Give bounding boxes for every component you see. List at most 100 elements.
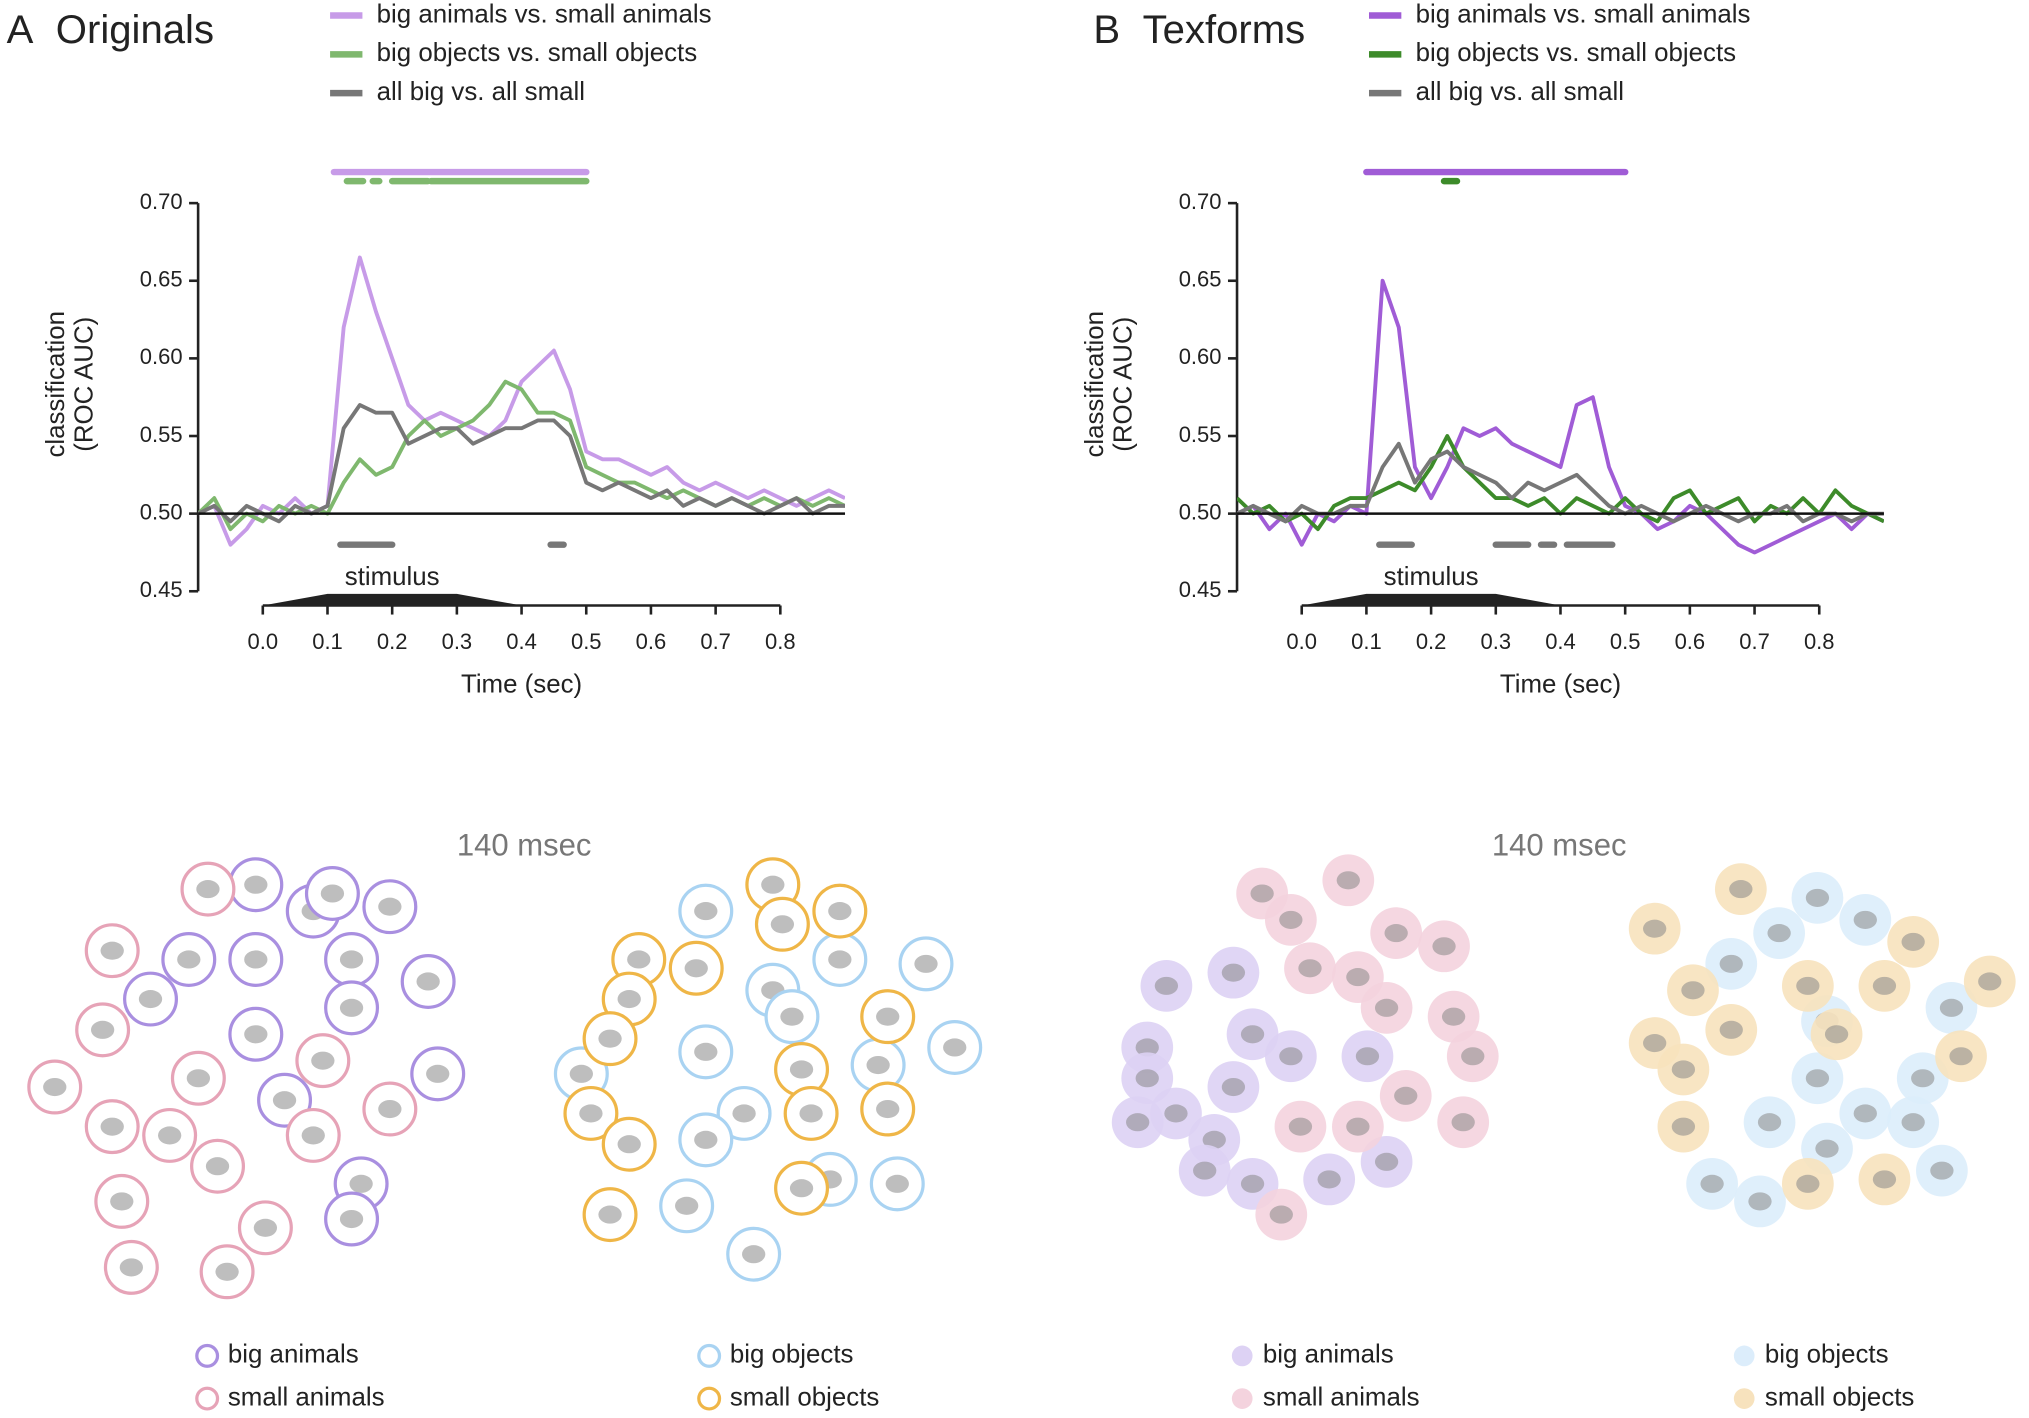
legend-label: big objects vs. small objects — [377, 39, 698, 67]
thumbnail — [1451, 1113, 1475, 1132]
thumbnail — [253, 1218, 278, 1237]
thumbnail — [1643, 919, 1667, 938]
thumbnail — [244, 950, 268, 969]
thumbnail — [1164, 1104, 1188, 1123]
thumbnail — [1729, 880, 1753, 899]
thumbnail — [1805, 1069, 1830, 1088]
thumbnail — [761, 875, 785, 894]
series-line — [198, 255, 846, 547]
thumbnail — [378, 1099, 402, 1119]
legend-label: all big vs. all small — [377, 78, 585, 106]
thumbnail — [100, 1117, 124, 1136]
thumbnail — [138, 990, 163, 1009]
thumbnail — [675, 1196, 699, 1215]
thumbnail — [1461, 1047, 1485, 1066]
thumbnail — [1824, 1025, 1849, 1044]
thumbnail — [876, 1099, 900, 1119]
y-tick-label: 0.65 — [1179, 267, 1222, 292]
thumbnail — [1853, 910, 1877, 929]
thumbnail — [1700, 1174, 1724, 1193]
thumbnail — [598, 1205, 622, 1224]
thumbnail — [158, 1126, 182, 1145]
thumbnail — [732, 1104, 756, 1123]
y-axis-label: classification — [1081, 311, 1109, 458]
thumbnail — [426, 1064, 450, 1083]
stimulus-label: stimulus — [1384, 563, 1479, 591]
y-tick-label: 0.70 — [1179, 189, 1222, 214]
thumbnail — [1872, 1170, 1897, 1189]
thumbnail — [272, 1091, 297, 1110]
thumbnail — [1346, 968, 1370, 987]
thumbnail — [1911, 1069, 1935, 1088]
legend-label: big animals — [1263, 1341, 1394, 1369]
thumbnail — [694, 902, 718, 921]
thumbnail — [416, 972, 440, 991]
thumbnail — [1671, 1060, 1696, 1079]
y-axis-label: (ROC AUC) — [1109, 317, 1137, 452]
thumbnail — [320, 884, 345, 903]
thumbnail — [1135, 1038, 1159, 1057]
thumbnail — [177, 950, 201, 969]
thumbnail — [1317, 1170, 1341, 1189]
x-tick-label: 0.7 — [1739, 629, 1770, 654]
x-tick-label: 0.1 — [312, 629, 343, 654]
thumbnail — [1336, 871, 1360, 890]
thumbnail — [1719, 1020, 1743, 1039]
thumbnail — [1805, 888, 1830, 907]
thumbnail — [1939, 998, 1964, 1017]
thumbnail — [1796, 1174, 1820, 1193]
thumbnail — [1681, 981, 1705, 1000]
y-tick-label: 0.60 — [140, 344, 183, 369]
y-tick-label: 0.50 — [140, 499, 183, 524]
thumbnail — [1901, 1113, 1925, 1132]
thumbnail — [1202, 1130, 1226, 1149]
x-tick-label: 0.0 — [248, 629, 279, 654]
thumbnail — [43, 1077, 67, 1097]
y-tick-label: 0.50 — [1179, 499, 1222, 524]
y-tick-label: 0.55 — [1179, 422, 1222, 447]
thumbnail — [1796, 976, 1820, 995]
thumbnail — [694, 1130, 718, 1149]
x-tick-label: 0.8 — [1804, 629, 1835, 654]
panel-title: 140 msec — [1492, 828, 1627, 863]
thumbnail — [1269, 1205, 1293, 1224]
thumbnail — [876, 1007, 900, 1026]
panel-title: Texforms — [1143, 8, 1306, 52]
x-tick-label: 0.2 — [377, 629, 408, 654]
stimulus-label: stimulus — [345, 563, 440, 591]
legend-swatch — [1231, 1345, 1253, 1367]
x-tick-label: 0.6 — [1675, 629, 1706, 654]
thumbnail — [1441, 1007, 1466, 1026]
thumbnail — [1374, 998, 1399, 1017]
thumbnail — [1250, 884, 1274, 903]
thumbnail — [215, 1262, 239, 1281]
x-tick-label: 0.3 — [1481, 629, 1512, 654]
legend-label: big objects — [1765, 1341, 1889, 1369]
thumbnail — [196, 880, 220, 899]
y-tick-label: 0.65 — [140, 267, 183, 292]
thumbnail — [828, 902, 852, 921]
thumbnail — [90, 1020, 115, 1039]
stimulus-marker — [262, 593, 522, 606]
thumbnail — [627, 950, 651, 969]
thumbnail — [1193, 1161, 1217, 1180]
thumbnail — [1288, 1117, 1313, 1136]
thumbnail — [244, 1025, 268, 1044]
thumbnail — [770, 915, 795, 934]
thumbnail — [1748, 1192, 1772, 1211]
series-line — [1237, 441, 1884, 524]
thumbnail — [617, 990, 641, 1009]
y-axis-label: (ROC AUC) — [70, 317, 98, 452]
thumbnail — [885, 1174, 909, 1193]
thumbnail — [301, 1126, 325, 1145]
legend-label: all big vs. all small — [1416, 78, 1624, 106]
legend-label: small animals — [1263, 1383, 1420, 1411]
panel-label: A — [7, 8, 34, 52]
thumbnail — [617, 1135, 641, 1154]
thumbnail — [1355, 1047, 1380, 1066]
x-axis-label: Time (sec) — [461, 671, 582, 699]
legend-swatch — [195, 1386, 220, 1411]
thumbnail — [311, 1051, 335, 1070]
thumbnail — [339, 998, 364, 1017]
